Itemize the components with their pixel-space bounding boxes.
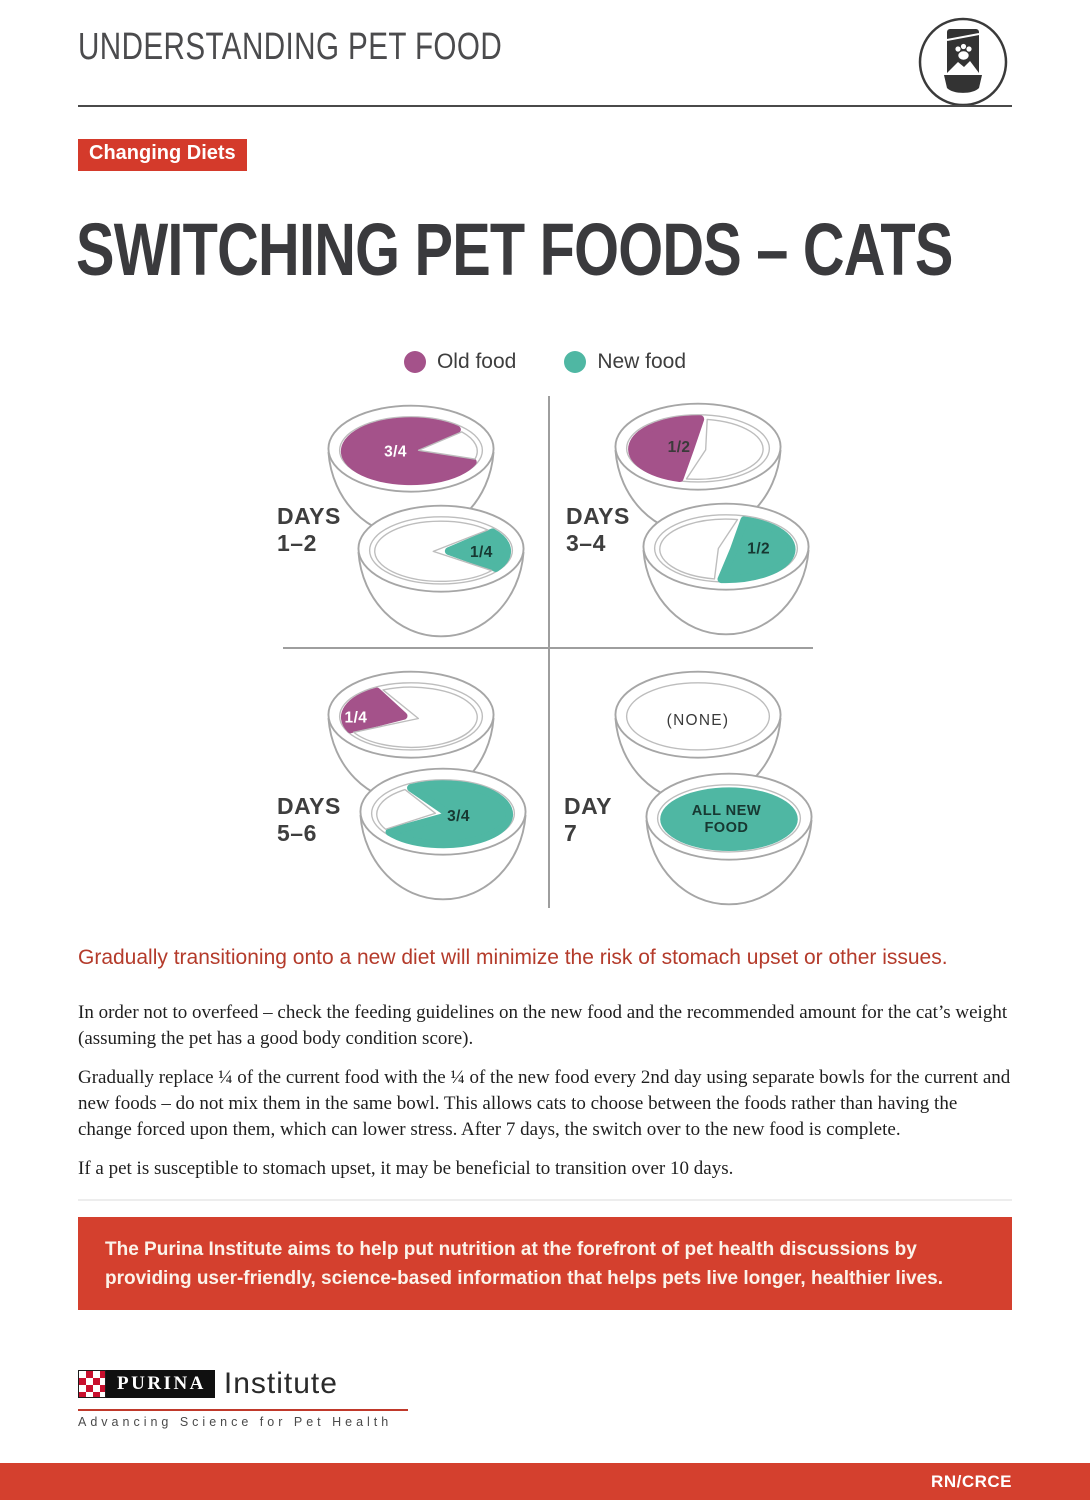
quadrant-divider-vertical — [548, 396, 550, 908]
mission-banner: The Purina Institute aims to help put nu… — [78, 1217, 1012, 1310]
bowl-days-5-6-old-food: 1/4 — [327, 670, 495, 804]
body-paragraph-2: Gradually replace ¼ of the current food … — [78, 1067, 1011, 1140]
section-badge: Changing Diets — [78, 139, 247, 171]
bowl-days-5-6-new-food: 3/4 — [359, 767, 527, 901]
section-divider — [78, 1199, 1012, 1201]
legend-label-new: New food — [597, 350, 687, 373]
logo-tagline: Advancing Science for Pet Health — [78, 1415, 393, 1429]
purina-wordmark: PURINA — [106, 1370, 215, 1398]
bowl-amount-label: 3/4 — [447, 808, 470, 825]
bowl-days-3-4-old-food: 1/2 — [614, 402, 782, 536]
day-label-days-1-2: DAYS 1–2 — [277, 503, 341, 556]
bowl-amount-label: 1/2 — [668, 439, 691, 456]
old-food-dot — [403, 351, 426, 373]
bowl-amount-label: 1/2 — [747, 541, 770, 558]
day-label-days-5-6: DAYS 5–6 — [277, 793, 341, 846]
bowl-days-1-2-new-food: 1/4 — [357, 504, 525, 638]
callout-text: Gradually transitioning onto a new diet … — [78, 946, 948, 969]
bowl-days-1-2-old-food: 3/4 — [327, 404, 495, 538]
purina-institute-logo: PURINA Institute Advancing Science for P… — [78, 1367, 408, 1429]
feeding-diagram: Old food New food DAYS 1–2 3/4 1/4 DAYS 3–4 1/… — [78, 340, 1012, 940]
header-divider — [78, 105, 1012, 107]
page-header-title: UNDERSTANDING PET FOOD — [78, 26, 503, 68]
bowl-days-3-4-new-food: 1/2 — [642, 502, 810, 636]
bowl-day-7-empty: (NONE) — [614, 670, 782, 804]
day-label-days-3-4: DAYS 3–4 — [566, 503, 630, 556]
legend: Old food New food — [78, 350, 1012, 374]
bowl-amount-label: 1/4 — [470, 544, 493, 561]
bowl-amount-label: 1/4 — [345, 709, 368, 726]
logo-divider — [78, 1409, 408, 1411]
mission-banner-text: The Purina Institute aims to help put nu… — [105, 1238, 943, 1289]
day-label-day-7: DAY 7 — [564, 793, 612, 846]
legend-item-new-food: New food — [564, 350, 686, 374]
bowl-amount-label: 3/4 — [384, 443, 407, 460]
footer-code: RN/CRCE — [931, 1472, 1012, 1491]
body-paragraph-3: If a pet is susceptible to stomach upset… — [78, 1158, 734, 1179]
pet-food-bag-bowl-icon — [918, 17, 1008, 107]
legend-item-old-food: Old food — [403, 350, 517, 374]
main-title: SWITCHING PET FOODS – CATS — [76, 208, 953, 291]
new-food-dot — [564, 351, 587, 373]
footer-bar: RN/CRCE — [0, 1463, 1090, 1500]
institute-wordmark: Institute — [223, 1367, 338, 1400]
bowl-day-7-new-food: ALL NEW FOOD — [645, 772, 813, 906]
quadrant-divider-horizontal — [283, 647, 813, 649]
body-paragraph-1: In order not to overfeed – check the fee… — [78, 1002, 1008, 1049]
bowl-amount-label: ALL NEW FOOD — [692, 803, 761, 836]
bowl-amount-label: (NONE) — [667, 712, 730, 729]
purina-checkerboard-icon — [78, 1370, 106, 1398]
body-copy: In order not to overfeed – check the fee… — [78, 1000, 1012, 1195]
legend-label-old: Old food — [436, 350, 517, 373]
